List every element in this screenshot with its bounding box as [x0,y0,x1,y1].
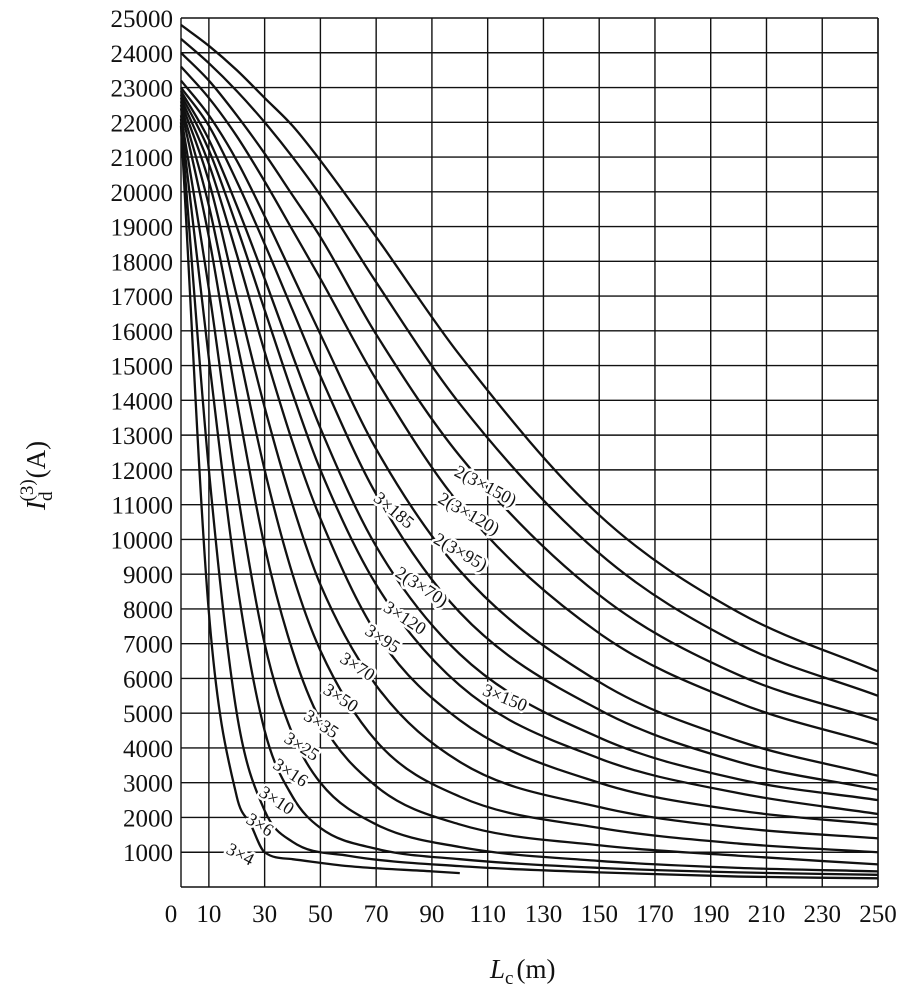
x-tick-label: 10 [196,901,221,928]
y-tick-label: 9000 [123,562,173,589]
x-tick-label: 150 [580,901,618,928]
x-tick-label: 90 [419,901,444,928]
curve-label: 3×4 [223,839,257,870]
curve-line [180,24,879,673]
y-tick-label: 17000 [111,284,174,311]
x-tick-label: 50 [308,901,333,928]
curve-line [179,101,879,840]
y-tick-label: 20000 [111,180,174,207]
y-tick-labels: 1000 2000 3000 4000 5000 6000 7000 8000 9000 1000… [111,6,174,867]
y-tick-label: 8000 [123,597,173,624]
x-axis-title-subscript: c [505,968,513,987]
x-axis-title: Lc (m) [489,954,555,987]
curve-label: 3×50 [320,679,362,716]
curve-line [179,122,879,880]
x-tick-label: 230 [803,901,841,928]
grid [180,17,879,888]
y-axis-title-unit: (A) [21,441,51,478]
y-tick-label: 1000 [123,840,173,867]
x-axis-title-symbol: L [489,954,505,984]
y-tick-label: 22000 [111,110,174,137]
curve-line [180,65,879,746]
y-tick-label: 23000 [111,76,174,103]
curve-line [179,115,879,873]
y-tick-label: 10000 [111,527,174,554]
x-axis-title-unit: (m) [516,954,555,984]
y-tick-label: 12000 [111,458,174,485]
curve-line [179,108,879,866]
curve-label: 3×95 [362,620,404,657]
curve-line [180,37,879,697]
y-tick-label: 6000 [123,666,173,693]
y-tick-label: 16000 [111,319,174,346]
y-tick-label: 3000 [123,771,173,798]
x-tick-labels: 0 10 30 50 70 90 110 130 150 170 190 210 230 250 [165,901,897,928]
x-tick-label: 70 [364,901,389,928]
y-tick-label: 18000 [111,249,174,276]
y-tick-label: 21000 [111,145,174,172]
x-tick-label: 170 [636,901,674,928]
curve-line [180,51,879,722]
x-tick-label: 0 [165,901,178,928]
y-tick-label: 2000 [123,805,173,832]
y-tick-label: 11000 [111,493,173,520]
curve-line [180,79,879,777]
y-tick-label: 24000 [111,41,174,68]
y-tick-label: 13000 [111,423,174,450]
x-tick-label: 30 [252,901,277,928]
y-tick-label: 7000 [123,632,173,659]
curve-line [180,90,879,802]
y-tick-label: 25000 [111,6,174,33]
x-tick-label: 250 [859,901,897,928]
y-tick-label: 5000 [123,701,173,728]
y-tick-label: 19000 [111,215,174,242]
curve-line [179,93,879,816]
curve-label: 2(3×95) [430,528,491,575]
x-tick-label: 130 [525,901,563,928]
y-axis-title-symbol: I [21,499,51,511]
y-tick-label: 15000 [111,354,174,381]
y-axis-title: Id(3)(A) [17,441,57,511]
y-tick-label: 14000 [111,388,174,415]
x-tick-label: 110 [469,901,506,928]
x-tick-label: 190 [692,901,730,928]
curve-line [179,125,460,875]
curve-line [179,104,879,854]
curve-line [179,118,879,876]
curve-line [179,97,879,826]
y-axis-title-subscript: d [36,491,57,501]
curve-label: 3×6 [243,809,277,841]
curve-line [180,86,879,791]
y-tick-label: 4000 [123,736,173,763]
curves [179,24,879,880]
y-axis-title-superscript: (3) [17,479,38,501]
x-tick-label: 210 [748,901,786,928]
